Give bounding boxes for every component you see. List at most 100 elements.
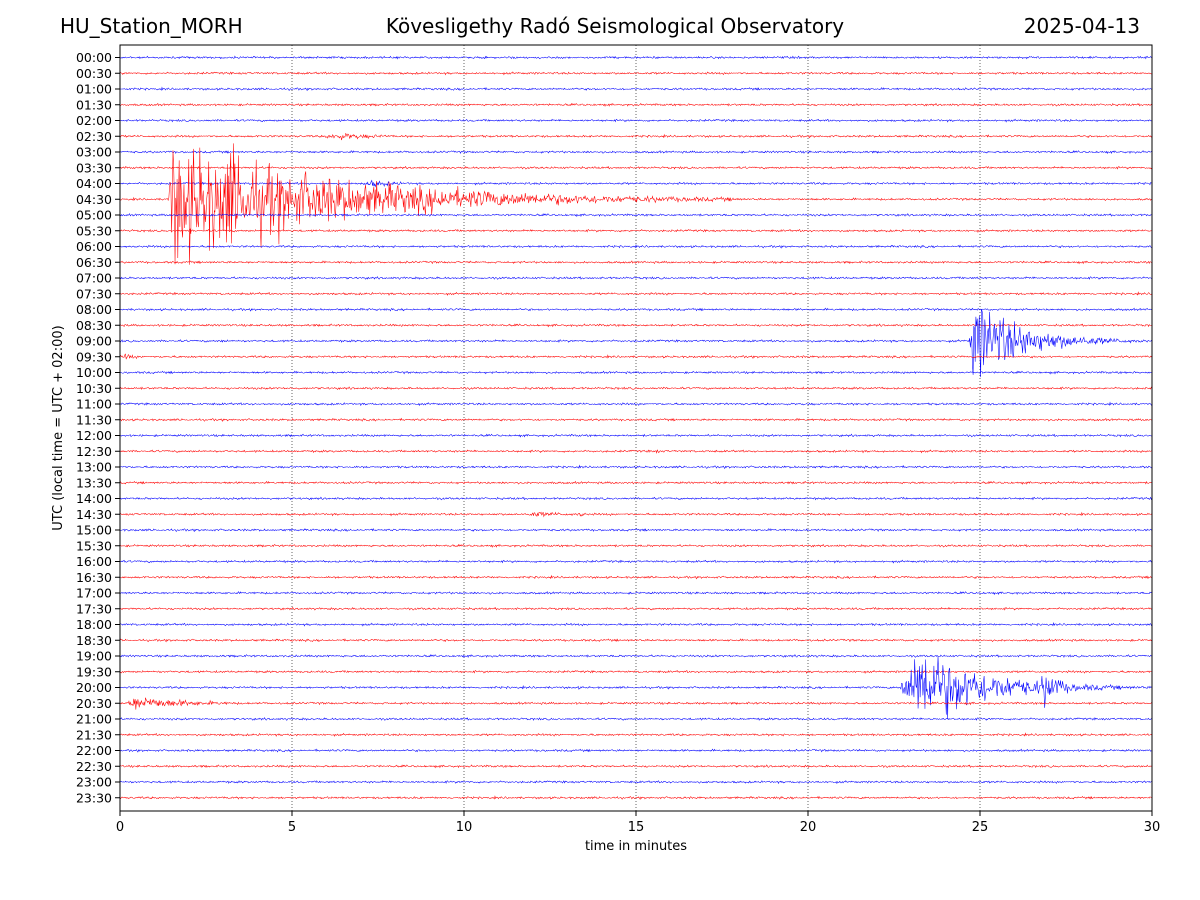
station-name: HU_Station_MORH <box>60 14 243 38</box>
y-tick-label: 11:30 <box>76 412 112 427</box>
y-tick-label: 15:00 <box>76 523 112 538</box>
trace-row-1800 <box>119 622 1153 627</box>
y-tick-label: 12:00 <box>76 428 112 443</box>
y-tick-label: 03:30 <box>76 160 112 175</box>
y-tick-label: 01:00 <box>76 82 112 97</box>
observatory-title: Kövesligethy Radó Seismological Observat… <box>385 14 845 38</box>
trace-row-0930 <box>119 353 1153 360</box>
trace-row-1900 <box>119 654 1153 659</box>
trace-row-1400 <box>119 496 1153 501</box>
trace-row-1130 <box>119 417 1153 422</box>
trace-row-0330 <box>119 165 1153 170</box>
y-tick-label: 16:00 <box>76 554 112 569</box>
y-tick-label: 10:30 <box>76 381 112 396</box>
x-axis: 0 5 10 15 20 25 30 <box>116 811 1160 835</box>
x-tick-label: 30 <box>1144 820 1161 835</box>
trace-row-1330 <box>119 480 1153 485</box>
trace-row-1830 <box>119 638 1153 643</box>
trace-row-2300 <box>119 780 1153 785</box>
trace-row-1730 <box>119 606 1153 611</box>
trace-row-0900 <box>119 309 1153 378</box>
y-tick-label: 04:00 <box>76 176 112 191</box>
y-tick-label: 09:30 <box>76 349 112 364</box>
trace-row-0100 <box>119 86 1153 92</box>
y-tick-label: 07:30 <box>76 286 112 301</box>
y-tick-label: 09:00 <box>76 334 112 349</box>
y-axis-label: UTC (local time = UTC + 02:00) <box>51 325 66 530</box>
trace-row-0130 <box>119 102 1153 107</box>
trace-row-1930 <box>119 669 1153 674</box>
trace-row-0530 <box>119 228 1153 233</box>
chart-date: 2025-04-13 <box>1023 14 1140 38</box>
trace-row-0500 <box>119 213 1153 218</box>
trace-row-2100 <box>119 717 1153 721</box>
x-tick-label: 5 <box>288 820 296 835</box>
trace-layer <box>119 55 1153 800</box>
trace-row-2030 <box>119 697 1153 710</box>
y-tick-label: 07:00 <box>76 271 112 286</box>
y-tick-label: 00:00 <box>76 50 112 65</box>
trace-row-1230 <box>119 449 1153 454</box>
y-tick-label: 13:30 <box>76 475 112 490</box>
x-tick-label: 20 <box>800 820 817 835</box>
y-tick-label: 11:00 <box>76 397 112 412</box>
x-axis-label: time in minutes <box>585 839 687 854</box>
y-tick-label: 23:00 <box>76 775 112 790</box>
trace-row-0630 <box>119 260 1153 265</box>
y-tick-label: 05:00 <box>76 208 112 223</box>
y-tick-label: 06:00 <box>76 239 112 254</box>
trace-row-0730 <box>119 291 1153 296</box>
y-tick-label: 21:30 <box>76 727 112 742</box>
y-tick-label: 20:30 <box>76 696 112 711</box>
trace-row-2000 <box>119 656 1153 720</box>
trace-row-0830 <box>119 323 1153 328</box>
trace-row-2200 <box>119 748 1153 753</box>
y-tick-label: 17:00 <box>76 586 112 601</box>
trace-row-0230 <box>119 132 1153 141</box>
trace-row-2330 <box>119 795 1153 800</box>
trace-row-1600 <box>119 559 1153 564</box>
y-tick-label: 17:30 <box>76 601 112 616</box>
x-tick-label: 15 <box>628 820 645 835</box>
trace-row-1100 <box>119 401 1153 407</box>
trace-row-1200 <box>119 433 1153 438</box>
trace-row-0000 <box>119 55 1153 60</box>
y-tick-label: 06:30 <box>76 255 112 270</box>
trace-row-1030 <box>119 386 1153 391</box>
y-tick-label: 22:30 <box>76 759 112 774</box>
y-tick-label: 16:30 <box>76 570 112 585</box>
x-tick-label: 25 <box>972 820 989 835</box>
y-tick-label: 15:30 <box>76 538 112 553</box>
y-tick-label: 18:30 <box>76 633 112 648</box>
y-tick-label: 08:30 <box>76 318 112 333</box>
trace-row-0800 <box>119 307 1153 312</box>
trace-row-0200 <box>119 118 1153 123</box>
trace-row-1300 <box>119 464 1153 470</box>
y-tick-label: 01:30 <box>76 97 112 112</box>
y-tick-label: 21:00 <box>76 712 112 727</box>
trace-row-1530 <box>119 543 1153 548</box>
trace-row-0430 <box>119 143 1153 265</box>
y-tick-label: 05:30 <box>76 223 112 238</box>
trace-row-1000 <box>119 370 1152 375</box>
y-tick-label: 03:00 <box>76 145 112 160</box>
y-tick-label: 12:30 <box>76 444 112 459</box>
trace-row-2130 <box>119 732 1153 737</box>
y-tick-label: 10:00 <box>76 365 112 380</box>
y-tick-label: 02:00 <box>76 113 112 128</box>
y-tick-label: 18:00 <box>76 617 112 632</box>
y-axis: 00:0000:3001:0001:3002:0002:3003:0003:30… <box>76 50 120 805</box>
y-tick-label: 22:00 <box>76 743 112 758</box>
trace-row-0030 <box>119 71 1153 76</box>
trace-row-2230 <box>119 764 1153 769</box>
y-tick-label: 14:30 <box>76 507 112 522</box>
trace-row-0300 <box>119 150 1153 155</box>
trace-row-1630 <box>119 574 1153 580</box>
x-tick-label: 10 <box>456 820 473 835</box>
y-tick-label: 02:30 <box>76 129 112 144</box>
y-tick-label: 04:30 <box>76 192 112 207</box>
trace-row-0600 <box>119 244 1153 249</box>
y-tick-label: 00:30 <box>76 66 112 81</box>
y-tick-label: 23:30 <box>76 790 112 805</box>
x-tick-label: 0 <box>116 820 124 835</box>
